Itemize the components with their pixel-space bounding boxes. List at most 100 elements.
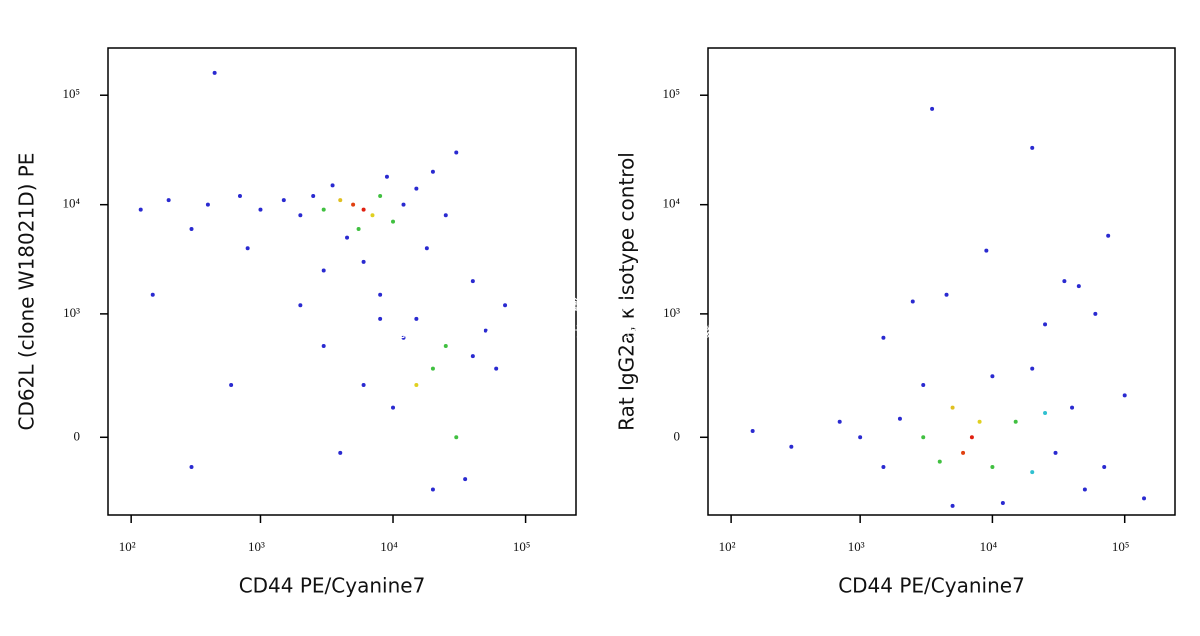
event-point	[454, 150, 459, 155]
event-point	[258, 207, 263, 212]
event-point	[984, 248, 989, 253]
event-point	[370, 213, 375, 218]
event-point	[430, 487, 435, 492]
event-point	[1030, 366, 1035, 371]
watermark: 華創科學中心 菲恩赛维尔APEXBIO科研实验试剂盒 试剂耗材管家 金沙巴数据金…	[341, 295, 859, 342]
event-point	[990, 374, 995, 379]
event-point	[1043, 410, 1048, 415]
event-point	[858, 435, 863, 440]
event-point	[1053, 450, 1058, 455]
y-tick-label: 10⁴	[662, 196, 680, 211]
event-point	[1076, 284, 1081, 289]
event-point	[1062, 279, 1067, 284]
plot-frame	[107, 47, 577, 516]
event-point	[391, 405, 396, 410]
event-point	[321, 268, 326, 273]
event-point	[414, 383, 419, 388]
event-point	[463, 477, 468, 482]
event-point	[881, 465, 886, 470]
event-point	[897, 416, 902, 421]
event-point	[443, 344, 448, 349]
event-point	[990, 465, 995, 470]
event-point	[443, 213, 448, 218]
event-point	[414, 186, 419, 191]
event-point	[351, 202, 356, 207]
event-point	[881, 335, 886, 340]
event-point	[205, 202, 210, 207]
event-point	[930, 106, 935, 111]
event-point	[378, 316, 383, 321]
y-axis-label: CD62L (clone W18021D) PE	[15, 153, 39, 431]
event-point	[1013, 419, 1018, 424]
event-point	[189, 226, 194, 231]
event-point	[330, 183, 335, 188]
event-point	[950, 405, 955, 410]
x-tick-label: 10⁴	[980, 539, 998, 554]
x-tick-label: 10⁵	[513, 539, 531, 554]
event-point	[837, 419, 842, 424]
event-point	[944, 292, 949, 297]
event-point	[298, 303, 303, 308]
x-tick-label: 10²	[719, 539, 736, 554]
event-point	[166, 198, 171, 203]
event-point	[910, 299, 915, 304]
event-point	[361, 207, 366, 212]
event-point	[1093, 311, 1098, 316]
event-point	[969, 435, 974, 440]
event-point	[212, 70, 217, 75]
event-point	[311, 194, 316, 199]
event-point	[470, 354, 475, 359]
event-point	[937, 459, 942, 464]
event-point	[1030, 145, 1035, 150]
event-point	[378, 292, 383, 297]
event-point	[281, 198, 286, 203]
watermark-text: 菲恩赛维尔APEXBIO科研实验试剂盒 试剂耗材管家 金沙巴数据金开瑞病理试剂耗…	[341, 324, 859, 341]
event-point	[229, 383, 234, 388]
event-point	[245, 246, 250, 251]
event-point	[298, 213, 303, 218]
event-point	[414, 316, 419, 321]
event-point	[503, 303, 508, 308]
event-point	[378, 194, 383, 199]
event-point	[750, 428, 755, 433]
event-point	[483, 328, 488, 333]
x-tick-label: 10³	[248, 539, 265, 554]
event-point	[430, 169, 435, 174]
y-tick-label: 10⁴	[62, 196, 80, 211]
y-axis-label: Rat IgG2a, κ Isotype control	[615, 152, 639, 431]
event-point	[345, 235, 350, 240]
y-tick-label: 0	[74, 428, 81, 443]
event-point	[1106, 233, 1111, 238]
event-point	[1000, 501, 1005, 506]
event-point	[1070, 405, 1075, 410]
event-point	[361, 383, 366, 388]
event-point	[1030, 470, 1035, 475]
event-point	[921, 435, 926, 440]
x-tick-label: 10²	[119, 539, 136, 554]
event-point	[138, 207, 143, 212]
event-point	[384, 174, 389, 179]
event-point	[961, 450, 966, 455]
event-point	[950, 503, 955, 508]
event-point	[321, 344, 326, 349]
event-point	[321, 207, 326, 212]
x-tick-label: 10³	[848, 539, 865, 554]
event-point	[338, 450, 343, 455]
event-point	[189, 465, 194, 470]
event-point	[1142, 496, 1147, 501]
event-point	[1043, 322, 1048, 327]
y-tick-label: 10⁵	[62, 86, 80, 101]
y-tick-label: 10³	[663, 305, 680, 320]
y-tick-label: 10³	[63, 305, 80, 320]
event-point	[789, 444, 794, 449]
event-point	[150, 292, 155, 297]
event-point	[338, 198, 343, 203]
x-tick-label: 10⁴	[380, 539, 398, 554]
event-point	[361, 259, 366, 264]
event-point	[424, 246, 429, 251]
x-axis-label: CD44 PE/Cyanine7	[838, 574, 1025, 598]
event-point	[977, 419, 982, 424]
event-point	[1102, 465, 1107, 470]
event-point	[237, 194, 242, 199]
